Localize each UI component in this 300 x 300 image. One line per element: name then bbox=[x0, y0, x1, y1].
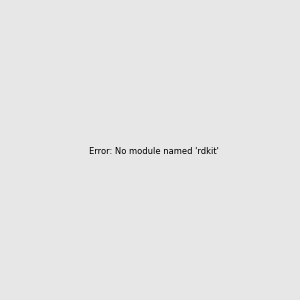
Text: Error: No module named 'rdkit': Error: No module named 'rdkit' bbox=[89, 147, 219, 156]
